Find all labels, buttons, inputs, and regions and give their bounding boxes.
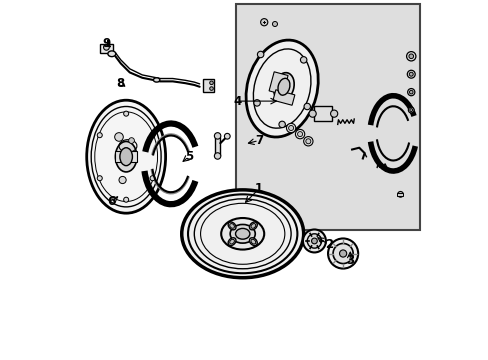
Bar — [396, 193, 403, 196]
Ellipse shape — [228, 238, 236, 246]
Circle shape — [119, 176, 126, 184]
Ellipse shape — [86, 100, 165, 213]
Ellipse shape — [221, 218, 264, 249]
Circle shape — [150, 133, 155, 138]
Text: 4: 4 — [233, 95, 241, 108]
Ellipse shape — [277, 78, 289, 95]
Ellipse shape — [108, 51, 116, 57]
Text: 9: 9 — [102, 37, 110, 50]
Circle shape — [103, 44, 109, 50]
Circle shape — [278, 121, 285, 128]
Circle shape — [332, 243, 352, 264]
Circle shape — [286, 123, 295, 133]
Circle shape — [295, 130, 304, 139]
Circle shape — [303, 136, 312, 146]
Circle shape — [303, 229, 325, 252]
Ellipse shape — [245, 40, 318, 137]
Circle shape — [128, 138, 134, 143]
Circle shape — [408, 54, 413, 59]
Circle shape — [308, 110, 316, 117]
Circle shape — [408, 72, 412, 76]
Circle shape — [300, 57, 306, 63]
Ellipse shape — [115, 141, 137, 172]
Text: 5: 5 — [184, 150, 193, 163]
Circle shape — [408, 90, 412, 94]
Circle shape — [115, 133, 123, 141]
Circle shape — [297, 132, 302, 136]
Text: 1: 1 — [254, 183, 263, 195]
Circle shape — [272, 22, 277, 27]
Circle shape — [304, 103, 310, 110]
Text: 2: 2 — [324, 238, 332, 251]
Circle shape — [224, 134, 230, 139]
Circle shape — [407, 89, 414, 96]
Ellipse shape — [230, 225, 255, 243]
Bar — [100, 44, 113, 53]
Bar — [272, 90, 294, 105]
Circle shape — [407, 107, 413, 113]
Circle shape — [407, 70, 414, 78]
Ellipse shape — [153, 78, 160, 82]
Ellipse shape — [250, 239, 255, 244]
Bar — [115, 151, 137, 162]
Circle shape — [409, 109, 412, 112]
Bar — [235, 4, 419, 230]
Circle shape — [214, 133, 221, 139]
Ellipse shape — [120, 148, 132, 166]
Bar — [314, 107, 332, 121]
Ellipse shape — [235, 228, 249, 239]
Circle shape — [339, 250, 346, 257]
Text: 8: 8 — [117, 77, 124, 90]
Circle shape — [260, 19, 267, 26]
Circle shape — [305, 139, 310, 144]
Circle shape — [288, 126, 293, 131]
Bar — [268, 72, 287, 95]
Text: 7: 7 — [254, 134, 263, 147]
Bar — [214, 137, 220, 155]
Circle shape — [311, 238, 317, 244]
Circle shape — [214, 153, 221, 159]
Circle shape — [97, 133, 102, 138]
Circle shape — [253, 100, 260, 106]
Circle shape — [209, 87, 213, 90]
Ellipse shape — [229, 224, 234, 228]
Bar — [203, 79, 214, 92]
Circle shape — [330, 110, 337, 117]
Ellipse shape — [250, 224, 255, 228]
Text: 6: 6 — [107, 195, 116, 208]
Circle shape — [257, 51, 264, 58]
Circle shape — [397, 192, 403, 197]
Ellipse shape — [249, 238, 257, 246]
Circle shape — [209, 81, 213, 85]
Circle shape — [97, 176, 102, 181]
Ellipse shape — [228, 222, 236, 230]
Ellipse shape — [273, 73, 294, 101]
Text: 3: 3 — [346, 254, 354, 267]
Ellipse shape — [249, 222, 257, 230]
Circle shape — [327, 238, 357, 269]
Circle shape — [123, 197, 128, 202]
Circle shape — [306, 234, 321, 248]
Circle shape — [406, 51, 415, 61]
Ellipse shape — [229, 239, 234, 244]
Circle shape — [123, 111, 128, 116]
Ellipse shape — [182, 190, 303, 278]
Circle shape — [150, 176, 155, 181]
